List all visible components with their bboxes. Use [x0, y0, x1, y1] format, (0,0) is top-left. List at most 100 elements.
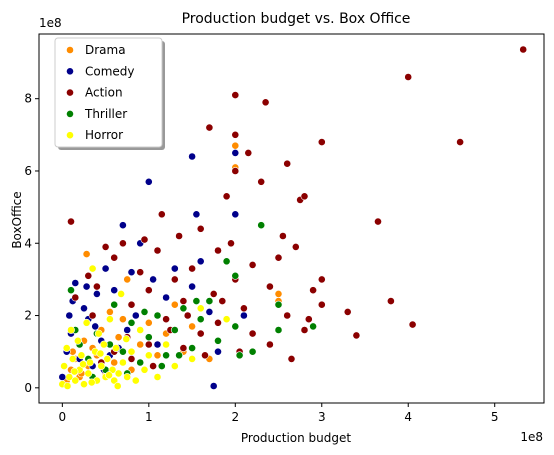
legend-label-comedy: Comedy: [85, 64, 135, 78]
data-point-horror: [114, 369, 123, 378]
data-point-action: [456, 138, 464, 146]
data-point-thriller: [309, 322, 317, 331]
data-point-thriller: [170, 326, 179, 334]
data-point-thriller: [67, 286, 75, 295]
data-point-drama: [153, 351, 162, 360]
data-point-action: [239, 304, 248, 313]
data-point-action: [278, 232, 287, 240]
data-point-horror: [162, 340, 170, 349]
data-point-action: [196, 224, 205, 233]
data-point-action: [265, 340, 274, 349]
data-point-horror: [80, 380, 88, 389]
data-point-action: [84, 271, 93, 280]
data-point-drama: [114, 333, 123, 342]
data-point-action: [110, 253, 119, 262]
legend: Drama Comedy Action Thriller Horror: [54, 37, 165, 150]
data-point-thriller: [231, 271, 240, 280]
data-point-horror: [122, 335, 131, 343]
data-point-action: [162, 315, 170, 324]
data-point-action: [317, 275, 326, 284]
x-tick-label: 1: [145, 410, 153, 424]
legend-marker-drama: [66, 46, 74, 54]
data-point-action: [205, 123, 214, 132]
data-point-comedy: [127, 268, 136, 277]
data-point-comedy: [71, 279, 80, 287]
data-point-comedy: [91, 322, 100, 331]
data-point-horror: [123, 373, 132, 381]
data-point-comedy: [144, 177, 153, 186]
data-point-action: [287, 354, 296, 363]
data-point-horror: [103, 354, 112, 363]
legend-box: [54, 37, 163, 148]
data-point-action: [244, 148, 253, 157]
data-point-comedy: [123, 326, 132, 334]
data-point-action: [201, 351, 209, 360]
legend-label-action: Action: [85, 86, 123, 100]
data-point-action: [153, 246, 162, 255]
data-point-drama: [119, 315, 127, 324]
series-thriller: [67, 221, 317, 381]
data-point-action: [127, 300, 136, 309]
data-point-comedy: [65, 311, 74, 320]
data-point-drama: [188, 322, 196, 331]
data-point-horror: [86, 358, 94, 367]
data-point-thriller: [274, 300, 283, 309]
data-point-drama: [106, 307, 114, 316]
data-point-thriller: [136, 358, 145, 367]
data-point-horror: [87, 378, 96, 387]
data-point-horror: [106, 315, 114, 324]
data-point-thriller: [248, 347, 257, 356]
data-point-thriller: [157, 362, 166, 370]
legend-label-thriller: Thriller: [84, 107, 127, 121]
data-point-action: [222, 192, 231, 201]
data-point-action: [304, 315, 313, 324]
data-point-action: [88, 311, 97, 320]
data-point-thriller: [175, 351, 183, 360]
data-point-drama: [274, 289, 283, 298]
data-point-comedy: [58, 373, 67, 381]
data-point-comedy: [101, 264, 110, 273]
data-point-thriller: [188, 344, 196, 352]
data-point-horror: [131, 376, 140, 385]
data-point-thriller: [179, 304, 188, 313]
y-tick-label: 6: [24, 164, 32, 178]
data-point-horror: [94, 329, 103, 338]
data-point-action: [227, 239, 235, 248]
data-point-horror: [222, 315, 231, 324]
y-tick-label: 0: [24, 381, 32, 395]
legend-marker-action: [66, 88, 74, 97]
data-point-action: [248, 329, 257, 338]
data-point-horror: [74, 336, 82, 345]
points-layer: [58, 45, 528, 390]
data-point-action: [71, 293, 80, 302]
data-point-comedy: [149, 275, 157, 284]
data-point-action: [140, 235, 149, 244]
data-point-action: [93, 282, 101, 291]
data-point-horror: [188, 354, 196, 363]
data-point-comedy: [162, 293, 170, 302]
data-point-thriller: [162, 351, 170, 360]
series-comedy: [58, 148, 248, 390]
legend-label-horror: Horror: [85, 128, 123, 142]
data-point-horror: [70, 367, 79, 376]
data-point-horror: [105, 371, 113, 380]
data-point-horror: [97, 362, 106, 370]
data-point-action: [374, 217, 382, 226]
data-point-action: [196, 329, 205, 338]
data-point-comedy: [205, 307, 214, 316]
x-tick-label: 4: [404, 410, 412, 424]
data-point-horror: [117, 289, 125, 298]
data-point-thriller: [144, 333, 153, 342]
data-point-horror: [60, 362, 68, 370]
data-point-thriller: [205, 297, 214, 305]
plot-frame: [38, 33, 545, 404]
data-point-action: [188, 264, 196, 273]
data-point-action: [214, 318, 222, 327]
data-point-action: [231, 167, 240, 175]
data-point-horror: [144, 351, 153, 360]
data-point-action: [261, 98, 270, 107]
data-point-action: [183, 311, 192, 320]
data-point-action: [300, 192, 309, 201]
data-point-thriller: [214, 336, 222, 345]
data-point-action: [179, 297, 188, 305]
